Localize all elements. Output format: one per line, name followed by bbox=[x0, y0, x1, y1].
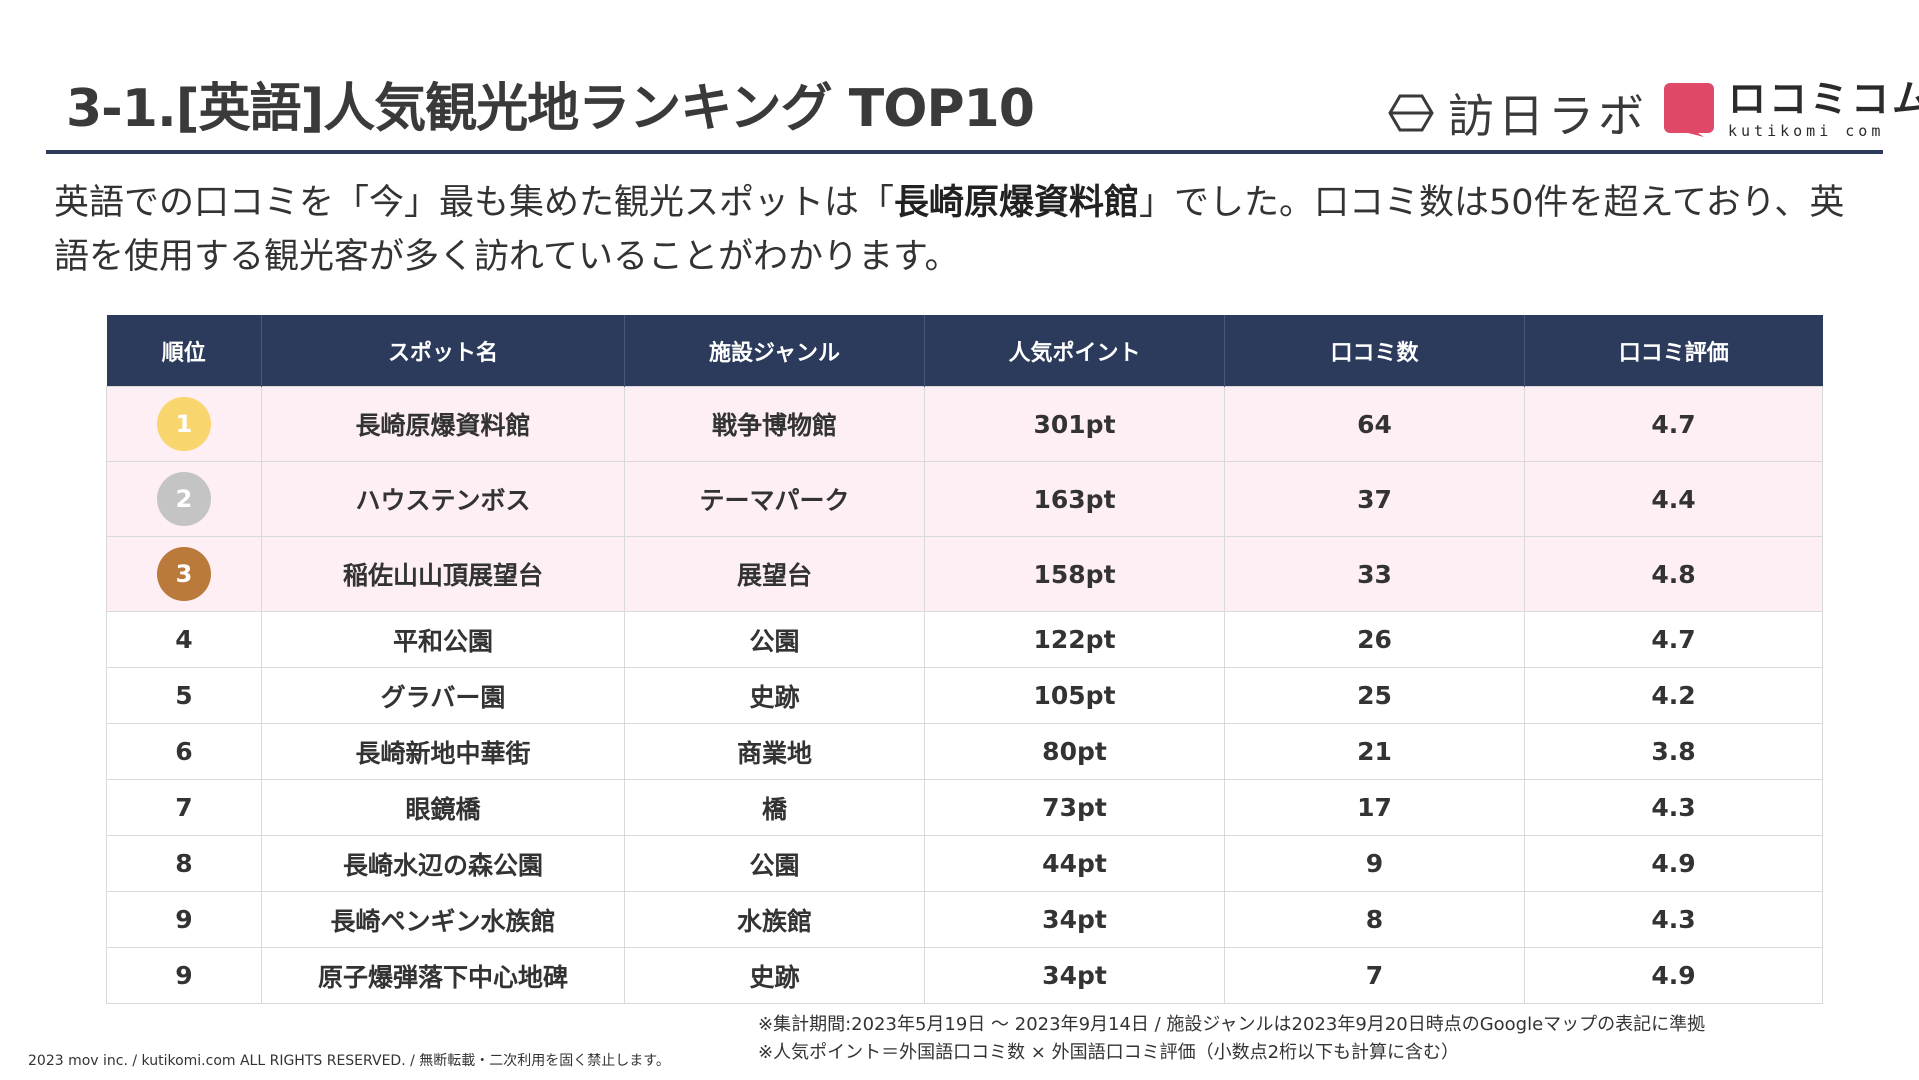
spot-name-cell: 長崎原爆資料館 bbox=[261, 386, 625, 462]
table-row: 9 原子爆弾落下中心地碑 史跡 34pt 7 4.9 bbox=[106, 947, 1823, 1004]
spot-name-cell: 長崎ペンギン水族館 bbox=[261, 891, 625, 948]
points-cell: 34pt bbox=[924, 947, 1225, 1004]
rank-cell: 1 bbox=[106, 386, 262, 462]
table-row: 2 ハウステンボス テーマパーク 163pt 37 4.4 bbox=[106, 461, 1823, 537]
genre-cell: 史跡 bbox=[624, 667, 925, 724]
review-count-cell: 17 bbox=[1224, 779, 1525, 836]
header-rating: 口コミ評価 bbox=[1524, 315, 1823, 387]
genre-cell: 展望台 bbox=[624, 536, 925, 612]
points-cell: 158pt bbox=[924, 536, 1225, 612]
ranking-table: 順位 スポット名 施設ジャンル 人気ポイント 口コミ数 口コミ評価 1 長崎原爆… bbox=[106, 315, 1823, 1004]
rating-cell: 4.9 bbox=[1524, 947, 1823, 1004]
rating-cell: 4.2 bbox=[1524, 667, 1823, 724]
points-cell: 44pt bbox=[924, 835, 1225, 892]
spot-name-cell: 長崎新地中華街 bbox=[261, 723, 625, 780]
header-rank: 順位 bbox=[106, 315, 262, 387]
rating-cell: 4.4 bbox=[1524, 461, 1823, 537]
review-count-cell: 9 bbox=[1224, 835, 1525, 892]
rating-cell: 4.3 bbox=[1524, 779, 1823, 836]
spot-name-cell: 平和公園 bbox=[261, 611, 625, 668]
table-row: 3 稲佐山山頂展望台 展望台 158pt 33 4.8 bbox=[106, 536, 1823, 612]
rank-cell: 6 bbox=[106, 723, 262, 780]
review-count-cell: 8 bbox=[1224, 891, 1525, 948]
review-count-cell: 21 bbox=[1224, 723, 1525, 780]
points-cell: 73pt bbox=[924, 779, 1225, 836]
table-header-row: 順位 スポット名 施設ジャンル 人気ポイント 口コミ数 口コミ評価 bbox=[106, 315, 1823, 387]
rating-cell: 4.7 bbox=[1524, 386, 1823, 462]
speech-bubble-logo-icon bbox=[1664, 82, 1714, 137]
review-count-cell: 25 bbox=[1224, 667, 1525, 724]
lead-highlight: 長崎原爆資料館 bbox=[894, 183, 1140, 223]
genre-cell: 史跡 bbox=[624, 947, 925, 1004]
genre-cell: 商業地 bbox=[624, 723, 925, 780]
rank-cell: 7 bbox=[106, 779, 262, 836]
table-row: 1 長崎原爆資料館 戦争博物館 301pt 64 4.7 bbox=[106, 386, 1823, 462]
rating-cell: 3.8 bbox=[1524, 723, 1823, 780]
title-divider bbox=[46, 150, 1883, 154]
rank-cell: 9 bbox=[106, 947, 262, 1004]
copyright-footer: 2023 mov inc. / kutikomi.com ALL RIGHTS … bbox=[28, 1053, 670, 1069]
header-review-count: 口コミ数 bbox=[1224, 315, 1525, 387]
rating-cell: 4.7 bbox=[1524, 611, 1823, 668]
kutikomi-logo: ロコミコム kutikomi com bbox=[1664, 80, 1919, 139]
rank-cell: 5 bbox=[106, 667, 262, 724]
table-row: 6 長崎新地中華街 商業地 80pt 21 3.8 bbox=[106, 723, 1823, 780]
hexagon-logo-icon bbox=[1388, 94, 1434, 132]
lead-text-part1: 英語での口コミを「今」最も集めた観光スポットは「 bbox=[54, 183, 895, 223]
kutikomi-logo-text: ロコミコム bbox=[1728, 77, 1919, 121]
page-title: 3-1.[英語]人気観光地ランキング TOP10 bbox=[66, 79, 1035, 139]
table-row: 7 眼鏡橋 橋 73pt 17 4.3 bbox=[106, 779, 1823, 836]
genre-cell: 橋 bbox=[624, 779, 925, 836]
genre-cell: テーマパーク bbox=[624, 461, 925, 537]
note-collection-period: ※集計期間:2023年5月19日 ～ 2023年9月14日 / 施設ジャンルは2… bbox=[758, 1014, 1706, 1035]
spot-name-cell: 長崎水辺の森公園 bbox=[261, 835, 625, 892]
spot-name-cell: 原子爆弾落下中心地碑 bbox=[261, 947, 625, 1004]
houjin-lab-logo-text: 訪日ラボ bbox=[1448, 89, 1648, 143]
table-row: 9 長崎ペンギン水族館 水族館 34pt 8 4.3 bbox=[106, 891, 1823, 948]
points-cell: 80pt bbox=[924, 723, 1225, 780]
genre-cell: 公園 bbox=[624, 611, 925, 668]
houjin-lab-logo: 訪日ラボ bbox=[1388, 80, 1648, 146]
lead-text-part2: 」でした。口コミ数は50件を超えており、英語を使用する観光客が多く訪れていること… bbox=[54, 183, 1845, 277]
rating-cell: 4.9 bbox=[1524, 835, 1823, 892]
review-count-cell: 37 bbox=[1224, 461, 1525, 537]
genre-cell: 公園 bbox=[624, 835, 925, 892]
rank-cell: 3 bbox=[106, 536, 262, 612]
bronze-medal-badge: 3 bbox=[157, 547, 211, 601]
silver-medal-badge: 2 bbox=[157, 472, 211, 526]
header-points: 人気ポイント bbox=[924, 315, 1225, 387]
points-cell: 163pt bbox=[924, 461, 1225, 537]
points-cell: 105pt bbox=[924, 667, 1225, 724]
review-count-cell: 26 bbox=[1224, 611, 1525, 668]
spot-name-cell: ハウステンボス bbox=[261, 461, 625, 537]
lead-paragraph: 英語での口コミを「今」最も集めた観光スポットは「長崎原爆資料館」でした。口コミ数… bbox=[54, 176, 1854, 284]
rating-cell: 4.8 bbox=[1524, 536, 1823, 612]
points-cell: 34pt bbox=[924, 891, 1225, 948]
points-cell: 122pt bbox=[924, 611, 1225, 668]
rank-cell: 8 bbox=[106, 835, 262, 892]
gold-medal-badge: 1 bbox=[157, 397, 211, 451]
rank-cell: 9 bbox=[106, 891, 262, 948]
rating-cell: 4.3 bbox=[1524, 891, 1823, 948]
genre-cell: 水族館 bbox=[624, 891, 925, 948]
header-genre: 施設ジャンル bbox=[624, 315, 925, 387]
review-count-cell: 33 bbox=[1224, 536, 1525, 612]
genre-cell: 戦争博物館 bbox=[624, 386, 925, 462]
table-row: 8 長崎水辺の森公園 公園 44pt 9 4.9 bbox=[106, 835, 1823, 892]
spot-name-cell: 眼鏡橋 bbox=[261, 779, 625, 836]
spot-name-cell: 稲佐山山頂展望台 bbox=[261, 536, 625, 612]
review-count-cell: 64 bbox=[1224, 386, 1525, 462]
points-cell: 301pt bbox=[924, 386, 1225, 462]
spot-name-cell: グラバー園 bbox=[261, 667, 625, 724]
kutikomi-logo-subtext: kutikomi com bbox=[1728, 122, 1885, 140]
rank-cell: 2 bbox=[106, 461, 262, 537]
table-row: 4 平和公園 公園 122pt 26 4.7 bbox=[106, 611, 1823, 668]
header-spot-name: スポット名 bbox=[261, 315, 625, 387]
review-count-cell: 7 bbox=[1224, 947, 1525, 1004]
note-points-formula: ※人気ポイント＝外国語口コミ数 × 外国語口コミ評価（小数点2桁以下も計算に含む… bbox=[758, 1042, 1460, 1063]
rank-cell: 4 bbox=[106, 611, 262, 668]
table-row: 5 グラバー園 史跡 105pt 25 4.2 bbox=[106, 667, 1823, 724]
